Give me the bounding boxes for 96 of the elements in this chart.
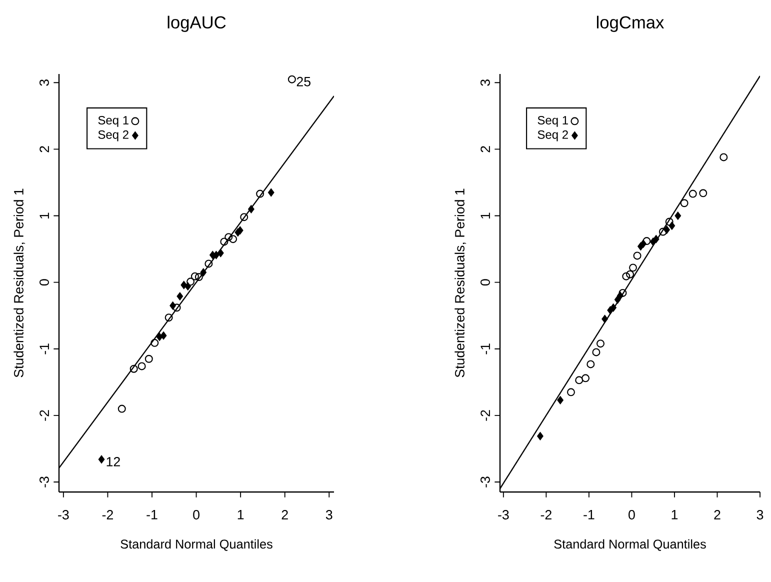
point — [664, 226, 670, 234]
point — [688, 190, 697, 198]
point — [240, 213, 248, 222]
x-axis-title: Standard Normal Quantiles — [554, 539, 706, 551]
point — [720, 153, 728, 162]
y-tick-label: 2 — [480, 146, 490, 152]
point — [629, 264, 637, 272]
point — [118, 404, 126, 413]
x-tick-label: 3 — [756, 510, 764, 520]
point — [288, 75, 296, 84]
point — [160, 332, 167, 340]
point — [194, 273, 203, 282]
y-tick-label: -1 — [480, 344, 490, 354]
y-tick-label: 0 — [40, 279, 49, 286]
point — [668, 222, 676, 230]
x-tick-label: 1 — [238, 510, 244, 520]
point — [164, 314, 173, 322]
x-tick-label: 2 — [282, 510, 288, 520]
point — [156, 332, 163, 341]
point — [537, 432, 544, 440]
point — [618, 288, 627, 297]
x-tick-label: -3 — [498, 510, 509, 520]
x-tick-label: 2 — [714, 510, 720, 520]
point — [665, 218, 674, 226]
chart-title: logAUC — [168, 16, 226, 32]
point — [150, 338, 159, 347]
point — [190, 272, 199, 280]
point — [640, 240, 646, 248]
legend-label: Seq 1 — [98, 116, 128, 127]
point — [566, 388, 575, 396]
point — [642, 237, 651, 246]
point — [622, 272, 630, 280]
point — [180, 280, 188, 289]
point — [652, 235, 660, 244]
y-tick-label: 1 — [480, 212, 490, 218]
point — [557, 396, 564, 404]
point — [138, 362, 146, 370]
x-tick-label: 0 — [193, 510, 200, 520]
point — [248, 205, 254, 214]
x-tick-label: 1 — [672, 510, 678, 520]
point — [220, 238, 228, 246]
y-tick-label: -2 — [40, 410, 49, 421]
x-tick-label: 3 — [326, 510, 332, 520]
point — [592, 348, 600, 356]
y-tick-label: 3 — [40, 80, 49, 86]
point — [172, 304, 181, 312]
point — [582, 374, 590, 382]
point — [586, 360, 595, 368]
y-tick-label: 0 — [480, 279, 490, 286]
chart-title: logCmax — [596, 16, 664, 32]
point — [658, 228, 667, 236]
x-axis-title: Standard Normal Quantiles — [120, 539, 272, 551]
annotation: 25 — [296, 76, 310, 86]
x-tick-label: -1 — [584, 510, 594, 520]
point — [256, 190, 264, 198]
x-tick-label: -2 — [102, 510, 113, 520]
point — [200, 268, 206, 276]
point — [610, 304, 616, 312]
y-tick-label: -3 — [480, 476, 490, 488]
point — [626, 270, 634, 278]
point — [268, 188, 274, 196]
x-tick-label: -1 — [146, 510, 158, 520]
point — [575, 376, 584, 384]
point — [144, 354, 153, 363]
point — [130, 364, 138, 373]
x-tick-label: 0 — [628, 510, 635, 520]
point — [699, 189, 708, 198]
legend-label: Seq 1 — [538, 116, 568, 127]
point — [204, 260, 213, 268]
y-axis-title: Studentized Residuals, Period 1 — [454, 188, 466, 378]
annotation: 12 — [106, 456, 120, 466]
point — [98, 455, 105, 464]
y-axis-title: Studentized Residuals, Period 1 — [14, 188, 26, 378]
point — [218, 249, 224, 258]
point — [186, 278, 195, 286]
y-tick-label: 2 — [40, 146, 49, 152]
point — [176, 292, 184, 300]
point — [680, 199, 688, 208]
point — [617, 292, 624, 300]
legend-label: Seq 2 — [98, 130, 128, 142]
point — [229, 235, 238, 244]
point — [674, 212, 682, 220]
legend-label: Seq 2 — [538, 130, 568, 142]
x-tick-label: -2 — [540, 510, 552, 520]
y-tick-label: 1 — [40, 212, 49, 218]
y-tick-label: -3 — [40, 476, 49, 488]
point — [170, 302, 176, 310]
point — [184, 282, 191, 290]
x-tick-label: -3 — [58, 510, 69, 520]
y-tick-label: -1 — [40, 344, 49, 354]
point — [224, 233, 233, 242]
point — [633, 252, 642, 260]
y-tick-label: -2 — [480, 410, 490, 421]
y-tick-label: 3 — [480, 80, 490, 86]
point — [602, 314, 608, 323]
point — [596, 340, 605, 348]
